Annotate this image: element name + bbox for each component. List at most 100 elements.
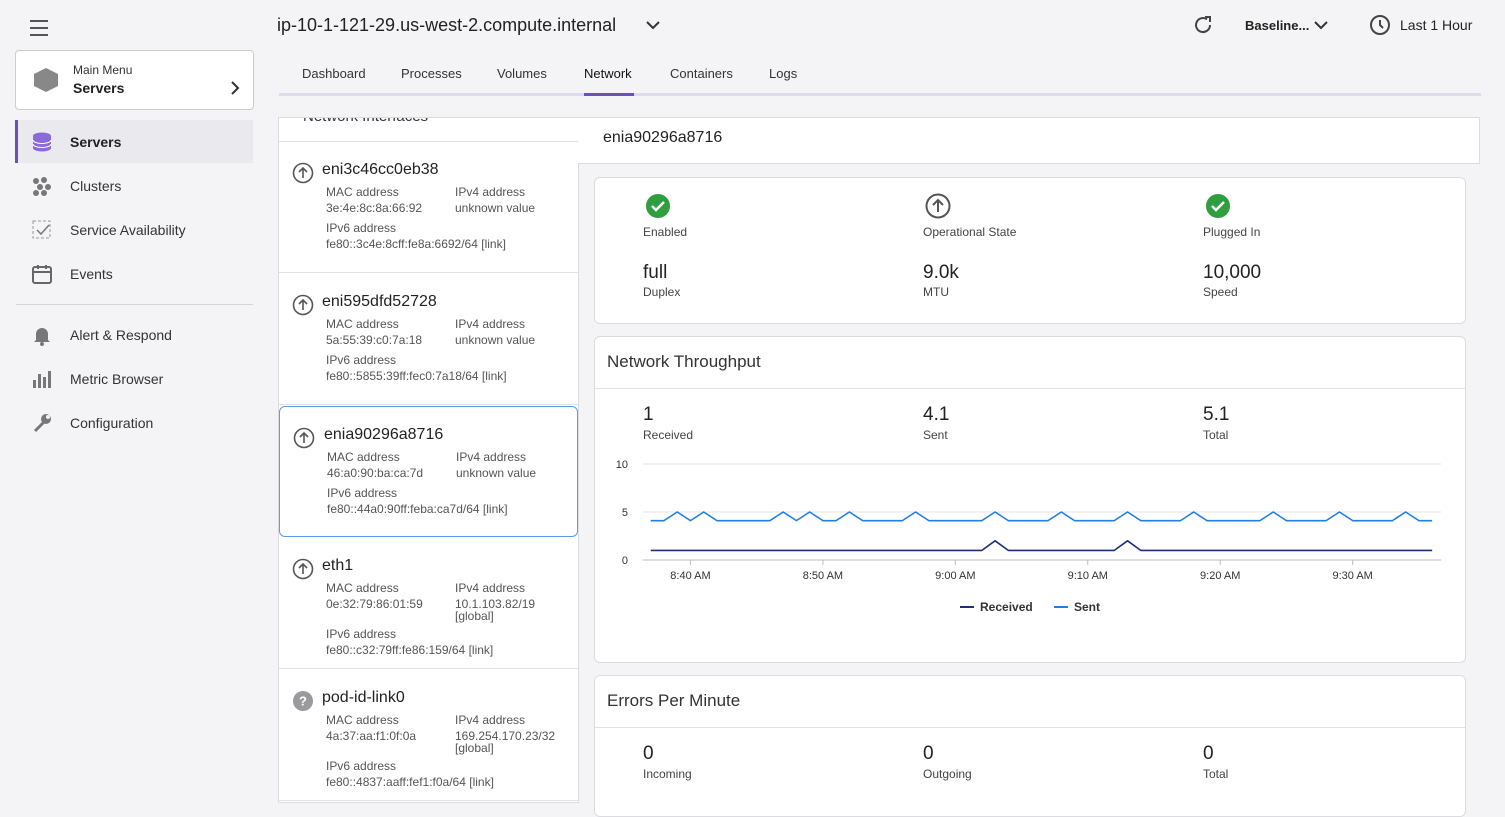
summary-label: Sent <box>923 428 948 442</box>
wrench-icon <box>31 412 53 439</box>
interface-item[interactable]: eth1 MAC address IPv4 address 0e:32:79:86:0… <box>279 538 578 669</box>
x-tick-label: 9:00 AM <box>935 570 975 582</box>
detail-title: enia90296a8716 <box>603 129 723 146</box>
interface-name: pod-id-link0 <box>322 689 405 706</box>
interface-item[interactable]: enia90296a8716 MAC address IPv4 address 46:… <box>279 406 578 537</box>
prop-value: full <box>643 262 668 283</box>
status-label: Plugged In <box>1203 225 1261 239</box>
refresh-icon[interactable] <box>1192 14 1214 36</box>
series-line <box>650 511 1433 522</box>
x-tick-label: 9:10 AM <box>1068 570 1108 582</box>
field-value: fe80::4837:aaff:fef1:f0a/64 [link] <box>326 775 494 789</box>
field-label: MAC address <box>326 185 399 199</box>
field-value: fe80::44a0:90ff:feba:ca7d/64 [link] <box>327 502 508 516</box>
tab[interactable]: Logs <box>769 66 798 81</box>
menu-item[interactable]: Servers <box>70 134 122 150</box>
field-value: fe80::3c4e:8cff:fe8a:6692/64 [link] <box>326 237 506 251</box>
field-label: IPv4 address <box>455 317 526 331</box>
main-menu[interactable]: Main Menu Servers <box>15 50 254 110</box>
summary-value: 1 <box>643 404 654 425</box>
field-value: 5a:55:39:c0:7a:18 <box>326 333 423 347</box>
menu-item[interactable]: Clusters <box>70 178 122 194</box>
x-tick-label: 9:20 AM <box>1200 570 1240 582</box>
prop-value: 9.0k <box>923 262 959 283</box>
tab[interactable]: Processes <box>401 66 462 81</box>
field-label: MAC address <box>326 713 399 727</box>
field-label: MAC address <box>326 581 399 595</box>
db-icon <box>31 131 53 158</box>
interface-fields: MAC address IPv4 address 4a:37:aa:f1:0f:0a… <box>326 712 555 790</box>
summary-label: Outgoing <box>923 767 972 781</box>
tab[interactable]: Volumes <box>497 66 547 81</box>
throughput-title: Network Throughput <box>607 352 761 371</box>
upsm-icon <box>293 427 315 454</box>
status-card <box>594 177 1466 324</box>
summary-label: Incoming <box>643 767 692 781</box>
field-value: 4a:37:aa:f1:0f:0a <box>326 729 417 743</box>
interface-name: eni595dfd52728 <box>322 293 437 310</box>
errors-title: Errors Per Minute <box>607 691 741 710</box>
x-tick-label: 9:30 AM <box>1332 570 1372 582</box>
divider <box>595 727 1465 728</box>
menu-item[interactable]: Configuration <box>70 415 154 431</box>
time-range[interactable]: Last 1 Hour <box>1400 17 1473 33</box>
field-label: IPv6 address <box>326 221 397 235</box>
menu-item[interactable]: Events <box>70 266 113 282</box>
upsm-icon <box>292 558 314 585</box>
field-value: 169.254.170.23/32 [global] <box>455 729 556 755</box>
main-menu-label: Main Menu <box>73 63 133 77</box>
summary-value: 5.1 <box>1203 404 1230 425</box>
prop-label: Speed <box>1203 285 1238 299</box>
baseline-chevron[interactable] <box>1314 20 1328 30</box>
errors-card: Errors Per Minute <box>594 675 1466 817</box>
menu-item[interactable]: Service Availability <box>70 222 186 238</box>
detail-header: enia90296a8716 <box>578 117 1480 164</box>
summary-label: Total <box>1203 428 1229 442</box>
tab[interactable]: Network <box>584 66 632 81</box>
throughput-card: Network Throughput <box>594 336 1466 663</box>
field-value: unknown value <box>456 466 537 480</box>
main-menu-value: Servers <box>73 80 125 96</box>
y-tick-label: 10 <box>616 459 628 471</box>
tab[interactable]: Dashboard <box>302 66 366 81</box>
menu-item[interactable]: Alert & Respond <box>70 327 172 343</box>
tab[interactable]: Containers <box>670 66 733 81</box>
interface-item[interactable]: ? pod-id-link0 MAC address IPv4 address 4a:3… <box>279 670 578 801</box>
field-value: fe80::5855:39ff:fec0:7a18/64 [link] <box>326 369 507 383</box>
prop-value: 10,000 <box>1203 262 1262 283</box>
interface-item[interactable]: eni3c46cc0eb38 MAC address IPv4 address 3e:… <box>279 142 578 273</box>
interface-item[interactable]: eni595dfd52728 MAC address IPv4 address 5a:… <box>279 274 578 405</box>
field-label: MAC address <box>326 317 399 331</box>
field-label: IPv4 address <box>455 185 526 199</box>
interface-fields: MAC address IPv4 address 0e:32:79:86:01:59… <box>326 580 555 658</box>
host-chevron[interactable] <box>646 20 660 30</box>
field-value: 0e:32:79:86:01:59 <box>326 597 423 611</box>
y-tick-label: 5 <box>622 507 628 519</box>
baseline-select[interactable]: Baseline... <box>1245 18 1310 33</box>
interface-fields: MAC address IPv4 address 46:a0:90:ba:ca:7d… <box>327 449 556 517</box>
summary-label: Received <box>643 428 694 442</box>
host-title[interactable]: ip-10-1-121-29.us-west-2.compute.interna… <box>277 15 617 35</box>
interface-fields: MAC address IPv4 address 5a:55:39:c0:7a:18… <box>326 316 555 384</box>
menu-icon[interactable] <box>30 19 50 37</box>
divider <box>16 304 253 305</box>
x-tick-label: 8:50 AM <box>803 570 843 582</box>
check-icon <box>645 193 671 224</box>
chevron <box>231 81 240 95</box>
upsm-icon <box>292 294 314 321</box>
up-icon <box>925 193 951 224</box>
field-value: 10.1.103.82/19 [global] <box>455 597 536 623</box>
check-icon <box>1205 193 1231 224</box>
upsm-icon <box>292 162 314 189</box>
interface-name: eth1 <box>322 557 354 574</box>
summary-value: 4.1 <box>923 404 950 425</box>
svg-text:?: ? <box>299 694 307 709</box>
q-icon: ? <box>292 690 314 717</box>
clock-icon <box>1370 15 1390 35</box>
menu-logo <box>34 68 58 92</box>
menu-item[interactable]: Metric Browser <box>70 371 164 387</box>
status-label: Operational State <box>923 225 1017 239</box>
field-value: unknown value <box>455 201 536 215</box>
field-label: IPv6 address <box>327 486 398 500</box>
bell-icon <box>31 324 53 351</box>
